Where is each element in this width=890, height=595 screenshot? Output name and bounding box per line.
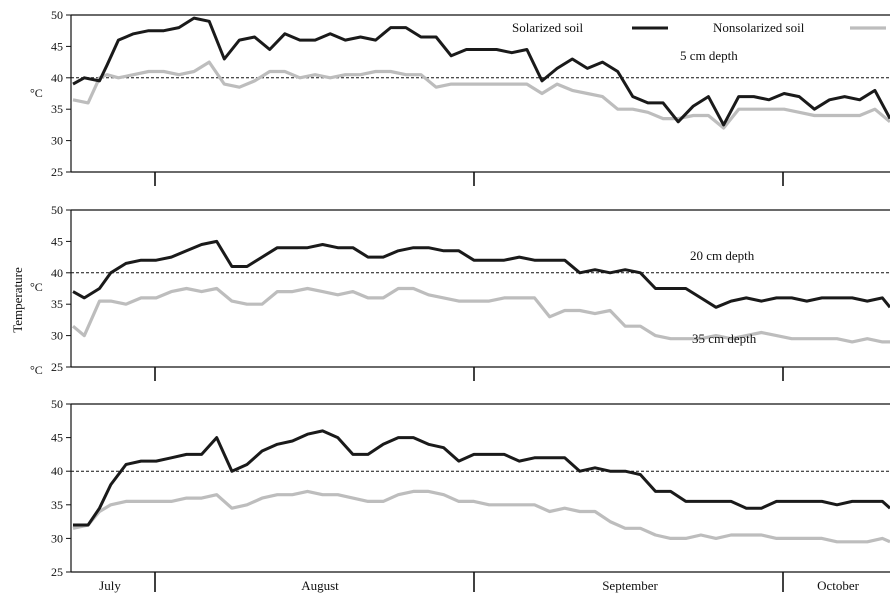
y-tick-label: 50 [51, 397, 63, 411]
series-nonsolarized [72, 489, 890, 544]
y-unit-label: °C [30, 86, 43, 100]
legend-label-solarized: Solarized soil [512, 20, 584, 35]
series-solarized [72, 239, 890, 309]
y-tick-label: 40 [51, 71, 63, 85]
y-tick-label: 25 [51, 165, 63, 179]
series-nonsolarized [71, 286, 890, 344]
panel-35cm: °C 35 cm depth 25 30 35 40 45 50 [30, 331, 890, 592]
y-tick-label: 35 [51, 297, 63, 311]
series-nonsolarized [72, 60, 890, 130]
y-tick-label: 40 [51, 464, 63, 478]
month-label-october: October [817, 578, 860, 593]
y-ticks: 25 30 35 40 45 50 [51, 8, 71, 179]
y-tick-label: 45 [51, 39, 63, 53]
depth-label: 5 cm depth [680, 48, 738, 63]
y-ticks: 25 30 35 40 45 50 [51, 397, 71, 579]
panel-20cm: °C 20 cm depth 25 30 35 40 45 50 [30, 203, 890, 381]
series-solarized [72, 16, 890, 127]
y-ticks: 25 30 35 40 45 50 [51, 203, 71, 374]
month-ticks [154, 367, 784, 381]
legend: Solarized soil Nonsolarized soil [512, 20, 886, 35]
y-axis-title: Temperature [10, 267, 25, 333]
y-tick-label: 25 [51, 360, 63, 374]
y-tick-label: 50 [51, 8, 63, 22]
month-ticks [154, 572, 784, 592]
y-tick-label: 45 [51, 431, 63, 445]
y-tick-label: 45 [51, 234, 63, 248]
y-tick-label: 50 [51, 203, 63, 217]
y-unit-label: °C [30, 363, 43, 377]
y-tick-label: 40 [51, 266, 63, 280]
y-tick-label: 30 [51, 329, 63, 343]
y-tick-label: 35 [51, 498, 63, 512]
panel-5cm: °C 5 cm depth 25 30 35 40 45 50 [30, 8, 890, 186]
y-tick-label: 30 [51, 134, 63, 148]
legend-label-nonsolarized: Nonsolarized soil [713, 20, 805, 35]
month-label-august: August [301, 578, 339, 593]
y-tick-label: 30 [51, 531, 63, 545]
month-label-july: July [99, 578, 121, 593]
depth-label: 20 cm depth [690, 248, 755, 263]
y-tick-label: 25 [51, 565, 63, 579]
month-ticks [154, 172, 784, 186]
depth-label: 35 cm depth [692, 331, 757, 346]
series-solarized [73, 429, 890, 527]
month-label-september: September [602, 578, 658, 593]
y-unit-label: °C [30, 280, 43, 294]
month-labels: July August September October [99, 578, 859, 593]
y-tick-label: 35 [51, 102, 63, 116]
